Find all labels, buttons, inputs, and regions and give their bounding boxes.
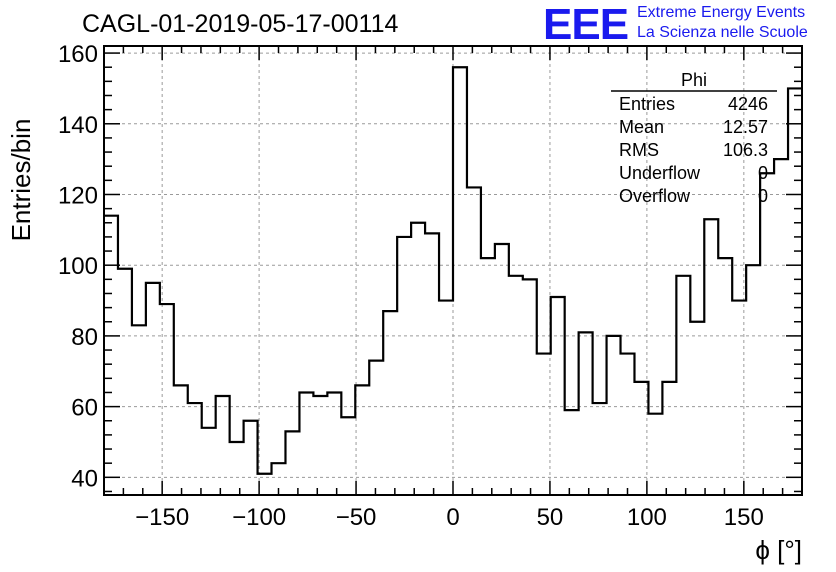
stats-label-overflow: Overflow [619,186,691,206]
y-tick-label: 120 [58,182,98,209]
y-tick-label: 40 [71,465,98,492]
stats-label-underflow: Underflow [619,163,701,183]
eee-logo: EEE [543,0,629,49]
y-tick-label: 80 [71,324,98,351]
stats-value-entries: 4246 [728,94,768,114]
x-tick-label: 50 [537,504,564,531]
x-tick-label: 0 [446,504,459,531]
x-tick-label: −50 [336,504,377,531]
y-tick-label: 160 [58,41,98,68]
y-tick-label: 100 [58,253,98,280]
x-tick-labels: −150 −100 −50 0 50 100 150 [135,504,764,531]
y-tick-labels: 40 60 80 100 120 140 160 [58,41,98,492]
x-axis-label: ϕ [°] [755,535,802,565]
stats-value-overflow: 0 [758,186,768,206]
stats-label-mean: Mean [619,117,664,137]
histogram-line [104,66,802,475]
y-axis-label: Entries/bin [6,119,36,242]
stats-title: Phi [681,70,707,90]
y-tick-label: 60 [71,395,98,422]
x-tick-label: 150 [724,504,764,531]
stats-value-mean: 12.57 [723,117,768,137]
stats-box: Phi Entries 4246 Mean 12.57 RMS 106.3 Un… [611,70,777,206]
histogram-title: CAGL-01-2019-05-17-00114 [82,10,399,38]
stats-label-rms: RMS [619,140,659,160]
logo-subtitle-line2: La Scienza nelle Scuole [637,24,808,41]
axis-ticks [104,46,802,495]
stats-value-underflow: 0 [758,163,768,183]
stats-value-rms: 106.3 [723,140,768,160]
stats-label-entries: Entries [619,94,675,114]
x-tick-label: −100 [232,504,286,531]
y-tick-label: 140 [58,112,98,139]
logo-subtitle-line1: Extreme Energy Events [637,4,806,21]
x-tick-label: −150 [135,504,189,531]
x-tick-label: 100 [627,504,667,531]
